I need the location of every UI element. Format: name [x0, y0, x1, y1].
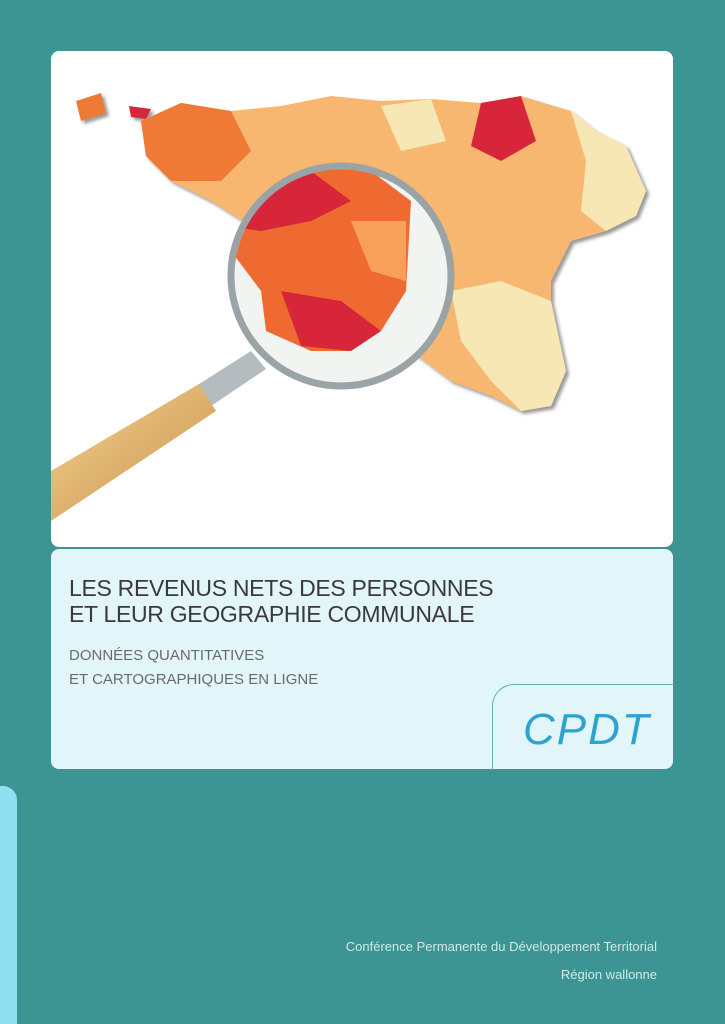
region-name: Région wallonne: [560, 967, 657, 982]
side-tab: [0, 786, 17, 1024]
subtitle-line: ET CARTOGRAPHIQUES EN LIGNE: [69, 671, 319, 688]
cpdt-logo: CPDT: [523, 705, 651, 754]
title-panel: LES REVENUS NETS DES PERSONNES ET LEUR G…: [51, 549, 674, 770]
footer: Conférence Permanente du Développement T…: [346, 933, 657, 989]
document-title: LES REVENUS NETS DES PERSONNES ET LEUR G…: [69, 575, 494, 627]
magnifier-handle: [51, 384, 216, 521]
title-line: ET LEUR GEOGRAPHIE COMMUNALE: [69, 601, 475, 627]
magnifier-rim: [227, 162, 455, 390]
wallonia-income-map: [51, 93, 646, 521]
subtitle-line: DONNÉES QUANTITATIVES: [69, 647, 265, 664]
logo-box: CPDT: [492, 684, 674, 770]
document-subtitle: DONNÉES QUANTITATIVES ET CARTOGRAPHIQUES…: [69, 644, 318, 692]
title-line: LES REVENUS NETS DES PERSONNES: [69, 575, 494, 601]
publisher-name: Conférence Permanente du Développement T…: [345, 939, 657, 954]
cover-illustration: [51, 51, 673, 547]
